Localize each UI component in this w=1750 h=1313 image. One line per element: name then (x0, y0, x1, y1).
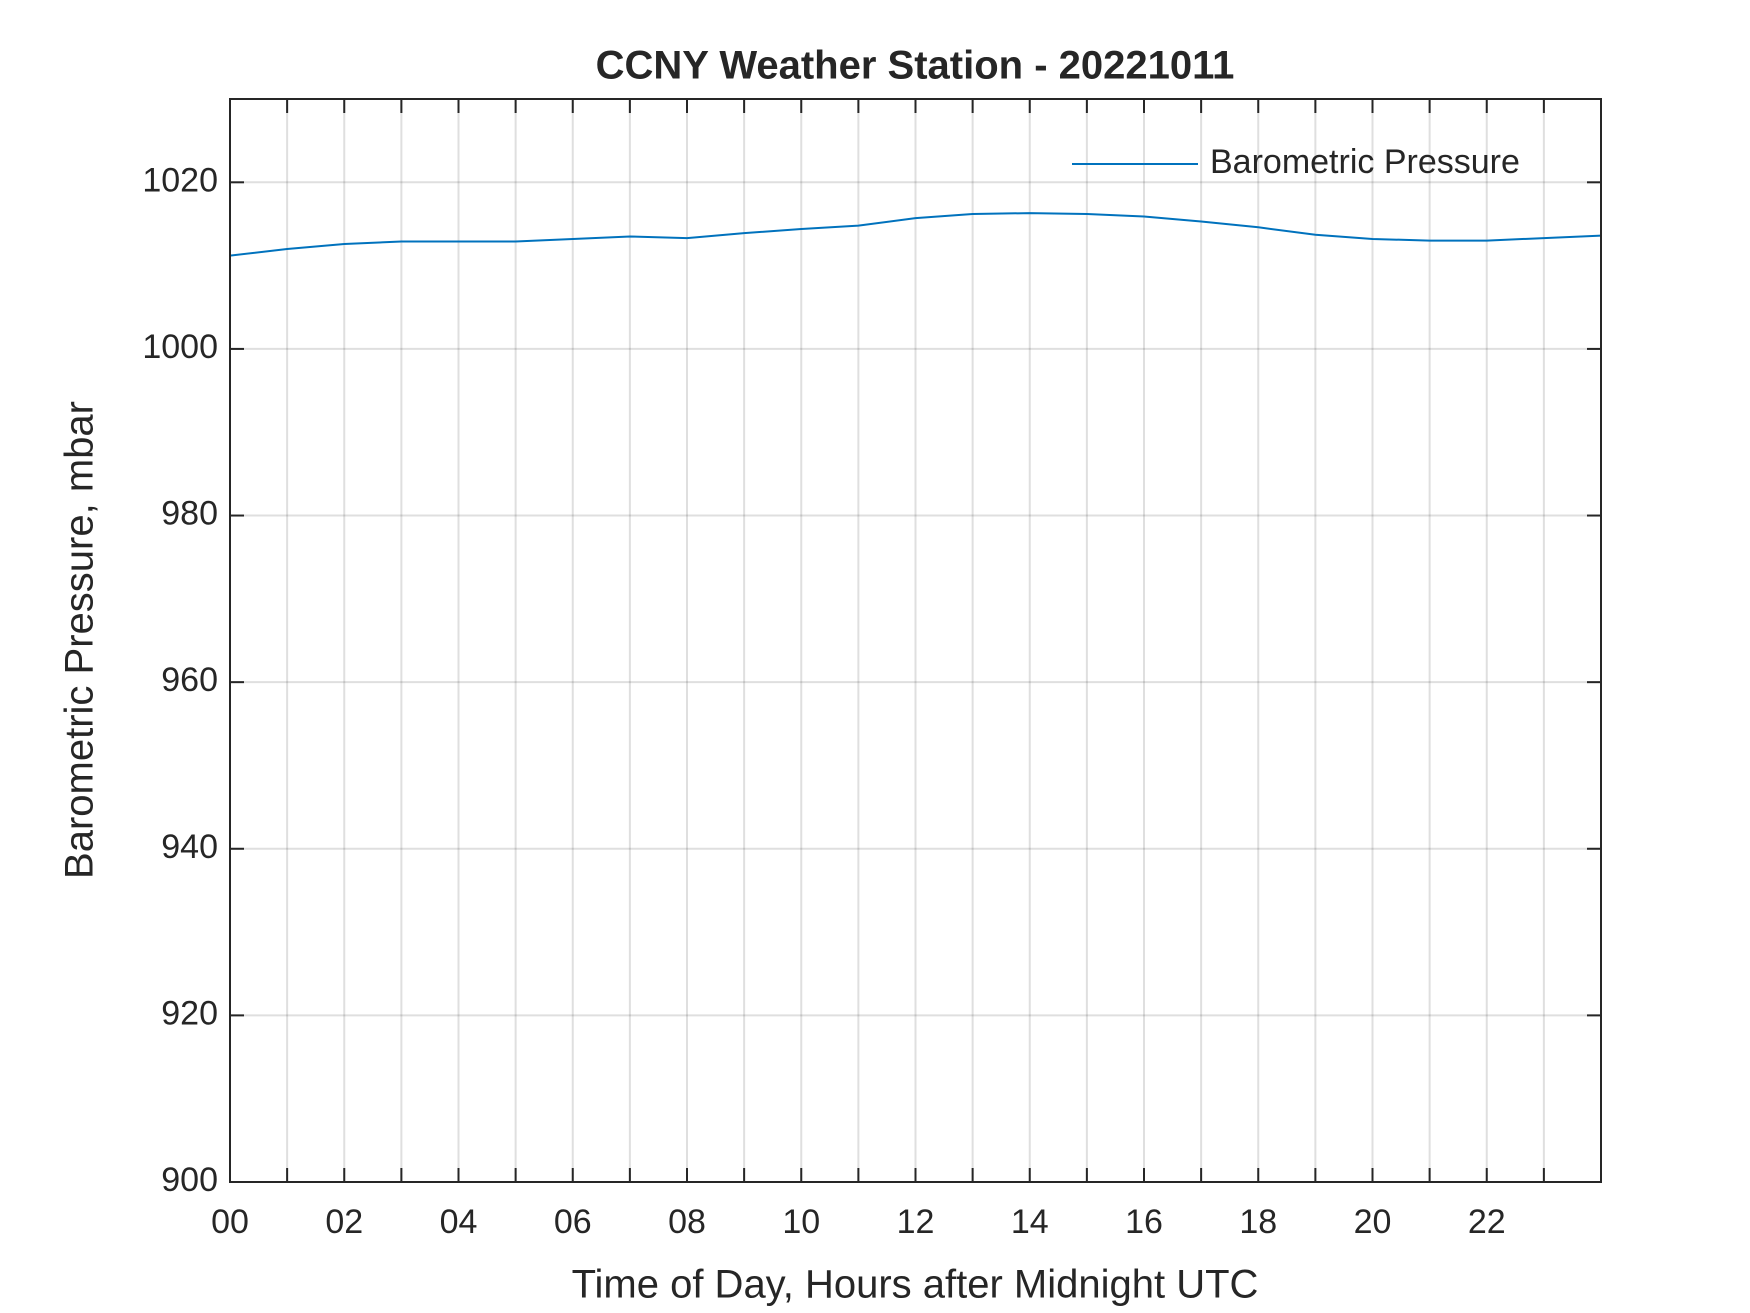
x-tick-label: 20 (1354, 1203, 1392, 1241)
x-tick-label: 22 (1468, 1203, 1506, 1241)
x-tick-label: 18 (1239, 1203, 1277, 1241)
y-tick-label: 900 (161, 1161, 218, 1199)
chart-title: CCNY Weather Station - 20221011 (596, 44, 1235, 88)
x-tick-label: 06 (554, 1203, 592, 1241)
y-tick-label: 920 (161, 994, 218, 1032)
data-line (229, 212, 1602, 257)
legend-label: Barometric Pressure (1210, 143, 1520, 181)
x-tick-label: 00 (211, 1203, 249, 1241)
x-axis-label: Time of Day, Hours after Midnight UTC (572, 1263, 1259, 1307)
y-axis-label: Barometric Pressure, mbar (58, 401, 102, 879)
x-tick-label: 08 (668, 1203, 706, 1241)
x-tick-label: 16 (1125, 1203, 1163, 1241)
y-tick-label: 1020 (142, 161, 218, 199)
y-tick-label: 1000 (142, 328, 218, 366)
x-tick-label: 14 (1011, 1203, 1049, 1241)
y-tick-label: 960 (161, 661, 218, 699)
y-tick-label: 940 (161, 828, 218, 866)
x-tick-label: 04 (440, 1203, 478, 1241)
x-tick-label: 12 (897, 1203, 935, 1241)
plot-frame (229, 98, 1602, 1183)
y-tick-label: 980 (161, 495, 218, 533)
x-tick-label: 10 (782, 1203, 820, 1241)
x-tick-label: 02 (325, 1203, 363, 1241)
